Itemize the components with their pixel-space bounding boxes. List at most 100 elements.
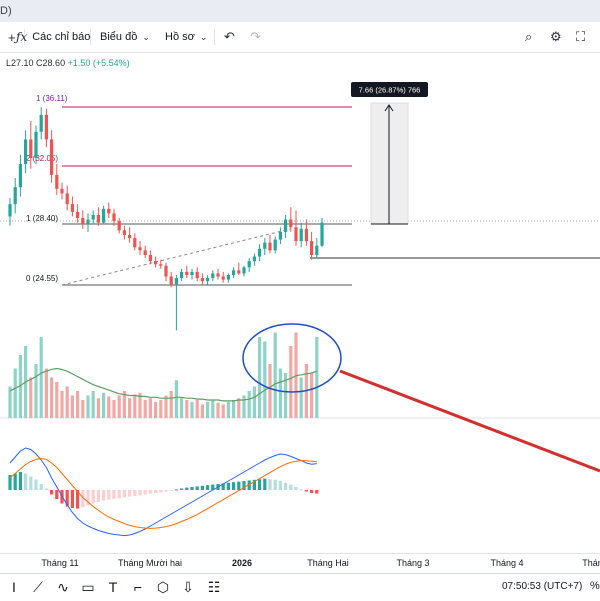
add-symbol-button[interactable]: +: [8, 22, 16, 52]
volume-bar: [138, 392, 142, 418]
divider: [90, 29, 91, 45]
volume-bar: [13, 368, 17, 418]
arrow-down-tool[interactable]: ⇩: [178, 577, 198, 597]
volume-bar: [315, 337, 319, 418]
macd-histogram-bar: [133, 490, 137, 496]
text-tool[interactable]: T: [103, 577, 123, 597]
ellipse-annotation[interactable]: [242, 323, 342, 393]
candle-body: [81, 218, 85, 225]
candle-body: [34, 131, 38, 158]
redo-button[interactable]: ↷: [250, 22, 261, 52]
macd-histogram-bar: [221, 483, 225, 490]
volume-bar: [211, 400, 215, 418]
note-tool[interactable]: ⌐: [128, 577, 148, 597]
candle-body: [50, 139, 54, 175]
macd-histogram-bar: [148, 490, 152, 494]
volume-bar: [185, 400, 189, 418]
macd-histogram-bar: [206, 485, 210, 490]
indicators-button[interactable]: ƒx Các chỉ báo: [14, 22, 90, 52]
volume-bar: [258, 337, 262, 418]
time-label: Tháng 11: [41, 558, 79, 568]
annotation-line[interactable]: [339, 369, 600, 473]
macd-histogram-bar: [232, 482, 236, 490]
macd-histogram-bar: [18, 472, 22, 490]
candle-body: [18, 164, 22, 188]
measure-label: 7.66 (26.87%) 766: [359, 86, 421, 95]
macd-histogram-bar: [117, 490, 121, 499]
candle-body: [39, 114, 43, 132]
volume-bar: [102, 392, 106, 418]
macd-histogram-bar: [154, 490, 158, 493]
candle-body: [128, 234, 132, 239]
candle-body: [206, 278, 210, 282]
candle-body: [24, 139, 28, 165]
volume-bar: [29, 377, 33, 418]
volume-bar: [310, 373, 314, 418]
macd-histogram-bar: [211, 484, 215, 490]
candle-body: [70, 204, 74, 212]
candle-body: [159, 264, 163, 266]
macd-histogram-bar: [112, 490, 116, 499]
macd-histogram-bar: [107, 490, 111, 500]
volume-bar: [221, 404, 225, 418]
shape-tool[interactable]: ⬡: [153, 577, 173, 597]
brush-tool[interactable]: ⟋: [28, 577, 48, 597]
zoom-icon: ⌕: [525, 29, 533, 44]
profile-button[interactable]: Hồ sơ ⌄: [165, 22, 207, 52]
candle-body: [164, 265, 168, 277]
macd-histogram-bar: [174, 489, 178, 491]
macd-histogram-bar: [263, 478, 267, 490]
change-value: +1.50 (+5.54%): [67, 58, 130, 68]
chart-area[interactable]: 1 (36.11) 2 (32.05) 1 (28.40) 0 (24.55) …: [0, 52, 600, 553]
percent-toggle[interactable]: %: [590, 580, 600, 592]
macd-histogram-bar: [128, 490, 132, 497]
macd-histogram-bar: [81, 490, 85, 508]
volume-bar: [96, 398, 100, 418]
volume-bar: [107, 396, 111, 418]
macd-histogram-bar: [315, 490, 319, 494]
fib-label: 1 (36.11): [36, 94, 68, 103]
candle-body: [273, 239, 277, 251]
volume-bar: [164, 395, 168, 418]
macd-histogram-bar: [278, 481, 282, 490]
path-icon: ∿: [57, 578, 69, 595]
volume-bar: [86, 395, 90, 418]
candle-body: [268, 242, 272, 251]
path-tool[interactable]: ∿: [53, 577, 73, 597]
candle-body: [148, 254, 152, 262]
candle-body: [226, 274, 230, 280]
macd-histogram-bar: [247, 480, 251, 490]
fullscreen-button[interactable]: ⛶: [576, 22, 585, 52]
volume-bar: [226, 401, 230, 418]
candle-body: [289, 219, 293, 228]
macd-histogram-bar: [50, 490, 54, 495]
candle-body: [304, 228, 308, 242]
redo-icon: ↷: [250, 29, 261, 44]
macd-histogram-bar: [91, 490, 95, 504]
close-value: C28.60: [36, 58, 66, 68]
time-label: Tháng 4: [490, 558, 524, 568]
volume-bar: [232, 400, 236, 418]
candle-body: [299, 228, 303, 242]
volume-bar: [200, 404, 204, 418]
settings-tool[interactable]: ☷: [204, 577, 224, 597]
volume-bar: [60, 391, 64, 418]
undo-button[interactable]: ↶: [224, 22, 235, 52]
volume-ma-line: [9, 367, 317, 402]
volume-bar: [284, 373, 288, 418]
macd-histogram-bar: [299, 489, 303, 491]
candle-body: [174, 278, 178, 285]
chart-type-label: Biểu đồ: [100, 31, 138, 43]
plus-icon: +: [8, 29, 16, 45]
zoom-button[interactable]: ⌕: [525, 22, 532, 52]
macd-histogram-bar: [44, 488, 48, 490]
rectangle-tool[interactable]: ▭: [78, 577, 98, 597]
candle-body: [154, 261, 158, 265]
text-cursor-tool[interactable]: Ι: [4, 577, 24, 597]
divider: [24, 29, 25, 45]
macd-histogram-bar: [169, 490, 173, 491]
candle-body: [44, 114, 48, 140]
settings-button[interactable]: ⚙: [550, 22, 562, 52]
chart-type-button[interactable]: Biểu đồ ⌄: [100, 22, 150, 52]
macd-histogram-bar: [39, 484, 43, 490]
